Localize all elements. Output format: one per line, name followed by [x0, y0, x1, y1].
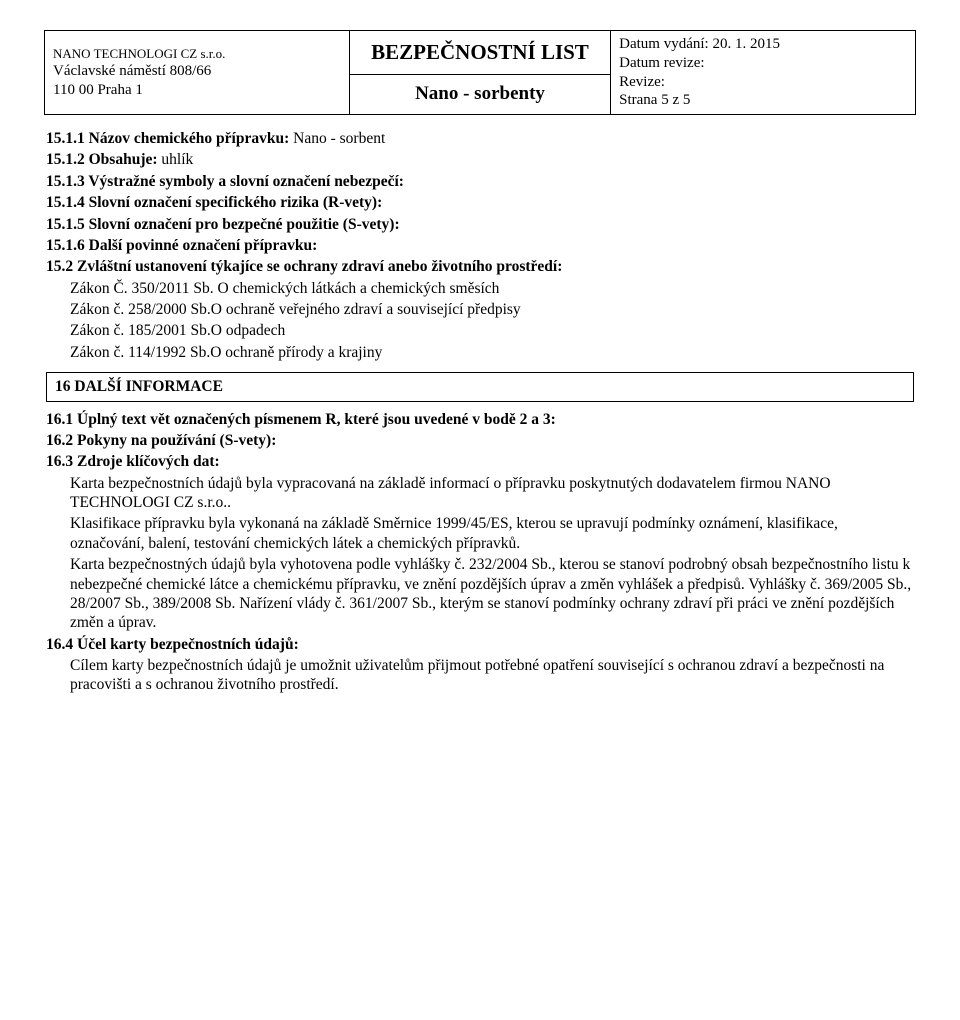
document-title: BEZPEČNOSTNÍ LIST: [349, 31, 610, 75]
section-16-heading: 16 DALŠÍ INFORMACE: [46, 372, 914, 401]
item-16-4-head: 16.4 Účel karty bezpečnostních údajů:: [46, 635, 914, 654]
item-15-1-2: 15.1.2 Obsahuje: uhlík: [46, 150, 914, 169]
item-16-3-head: 16.3 Zdroje klíčových dat:: [46, 452, 914, 471]
item-15-1-4: 15.1.4 Slovní označení specifického rizi…: [46, 193, 914, 212]
law-1: Zákon Č. 350/2011 Sb. O chemických látká…: [46, 279, 914, 298]
item-16-3-p2: Klasifikace přípravku byla vykonaná na z…: [70, 514, 914, 553]
revision: Revize:: [619, 73, 907, 92]
item-16-2: 16.2 Pokyny na používání (S-vety):: [46, 431, 914, 450]
value-15-1-2: uhlík: [161, 151, 193, 168]
label-15-1-1: 15.1.1 Názov chemického přípravku:: [46, 130, 293, 147]
company-cell: NANO TECHNOLOGI CZ s.r.o. Václavské námě…: [45, 31, 350, 115]
product-name: Nano - sorbenty: [349, 74, 610, 114]
date-issued: Datum vydání: 20. 1. 2015: [619, 35, 907, 54]
company-line2: Václavské náměstí 808/66: [53, 62, 341, 81]
item-15-1-1: 15.1.1 Názov chemického přípravku: Nano …: [46, 129, 914, 148]
item-16-1: 16.1 Úplný text vět označených písmenem …: [46, 410, 914, 429]
label-15-1-2: 15.1.2 Obsahuje:: [46, 151, 161, 168]
item-15-1-3: 15.1.3 Výstražné symboly a slovní označe…: [46, 172, 914, 191]
item-16-3-p3: Karta bezpečnostných údajů byla vyhotove…: [70, 555, 914, 633]
law-4: Zákon č. 114/1992 Sb.O ochraně přírody a…: [46, 343, 914, 362]
item-15-1-5: 15.1.5 Slovní označení pro bezpečné použ…: [46, 215, 914, 234]
value-15-1-1: Nano - sorbent: [293, 130, 385, 147]
date-revised: Datum revize:: [619, 54, 907, 73]
company-line3: 110 00 Praha 1: [53, 81, 341, 100]
content-body: 15.1.1 Názov chemického přípravku: Nano …: [44, 129, 916, 695]
meta-cell: Datum vydání: 20. 1. 2015 Datum revize: …: [611, 31, 916, 115]
page-number: Strana 5 z 5: [619, 91, 907, 110]
item-15-2: 15.2 Zvláštní ustanovení týkajíce se och…: [46, 257, 914, 276]
law-3: Zákon č. 185/2001 Sb.O odpadech: [46, 321, 914, 340]
company-line1: NANO TECHNOLOGI CZ s.r.o.: [53, 46, 341, 62]
item-16-4-p: Cílem karty bezpečnostních údajů je umož…: [70, 656, 914, 695]
item-16-3-p1: Karta bezpečnostních údajů byla vypracov…: [70, 474, 914, 513]
item-15-1-6: 15.1.6 Další povinné označení přípravku:: [46, 236, 914, 255]
document-header-table: NANO TECHNOLOGI CZ s.r.o. Václavské námě…: [44, 30, 916, 115]
law-2: Zákon č. 258/2000 Sb.O ochraně veřejného…: [46, 300, 914, 319]
